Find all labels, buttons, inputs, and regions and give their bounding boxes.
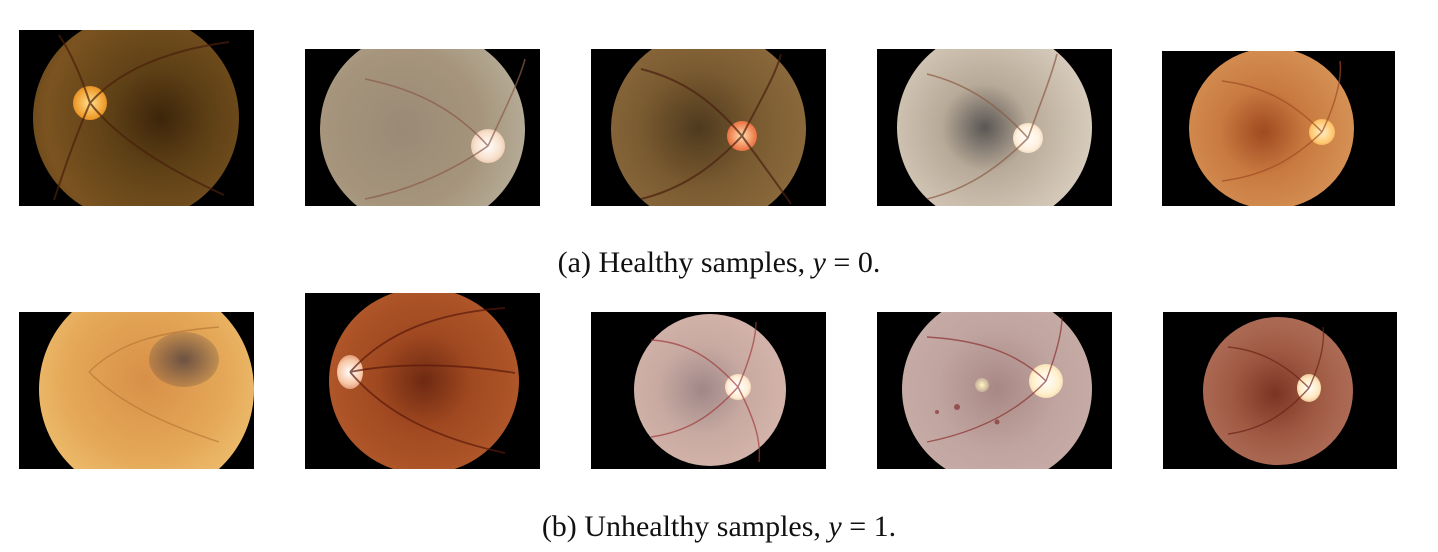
unhealthy-fundus-2 [305,293,540,469]
healthy-fundus-4 [877,49,1112,206]
healthy-fundus-1 [19,30,254,206]
unhealthy-fundus-4 [877,312,1112,469]
caption-text: Healthy samples, [598,246,806,279]
healthy-fundus-3 [591,49,826,206]
caption-label: (b) [541,510,577,543]
caption-label: (a) [557,246,591,279]
caption-math-var: y [812,246,826,279]
caption-math-rest: = 1. [841,510,897,543]
caption-unhealthy: (b) Unhealthy samples, y = 1. [0,510,1438,544]
unhealthy-fundus-1 [19,312,254,469]
healthy-fundus-2 [305,49,540,206]
unhealthy-fundus-5 [1163,312,1397,469]
caption-healthy: (a) Healthy samples, y = 0. [0,246,1438,280]
caption-math-rest: = 0. [825,246,881,279]
caption-text: Unhealthy samples, [584,510,821,543]
unhealthy-fundus-3 [591,312,826,469]
healthy-fundus-5 [1162,51,1395,206]
caption-math-var: y [828,510,842,543]
